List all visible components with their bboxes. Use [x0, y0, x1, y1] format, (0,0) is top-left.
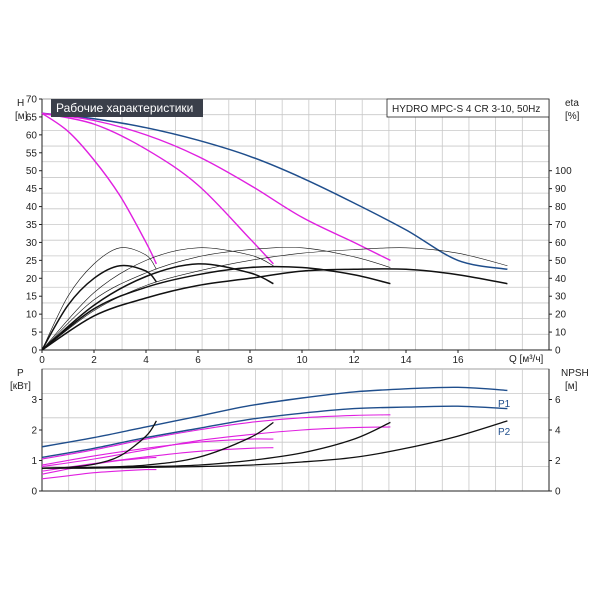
upper-ylabel-top: H [17, 98, 24, 109]
y2-tick-label: 50 [555, 256, 567, 267]
y2-tick-label: 10 [555, 328, 567, 339]
p1-curve [41, 386, 508, 448]
efficiency-curve [41, 247, 391, 351]
x-tick-label: 2 [91, 355, 97, 366]
y-tick-label: 5 [31, 328, 37, 339]
npsh-tick-label: 2 [555, 456, 561, 467]
efficiency-curve [41, 247, 274, 351]
y2-tick-label: 20 [555, 310, 567, 321]
upper-series [41, 112, 508, 351]
x-tick-label: 10 [296, 355, 308, 366]
lower-ylabel-top: P [17, 368, 24, 379]
x-tick-label: 14 [400, 355, 412, 366]
y-tick-label: 45 [26, 184, 38, 195]
npsh-tick-label: 0 [555, 487, 561, 498]
y2-tick-label: 80 [555, 202, 567, 213]
head-curve [41, 112, 391, 262]
npsh-curve [41, 421, 274, 469]
lower-series [41, 386, 508, 480]
y-tick-label: 70 [26, 95, 38, 106]
pump-label: HYDRO MPC-S 4 CR 3-10, 50Hz [392, 104, 540, 115]
efficiency-curve [41, 265, 391, 351]
npsh-tick-label: 6 [555, 395, 561, 406]
y2-tick-label: 30 [555, 292, 567, 303]
head-curve [41, 112, 274, 265]
y2-tick-label: 90 [555, 184, 567, 195]
tick-labels: 0 2 4 6 8 10 12 14 16051015202530354045505560657… [26, 95, 572, 498]
y2-tick-label: 70 [555, 220, 567, 231]
x-tick-label: 6 [195, 355, 201, 366]
y-tick-label: 60 [26, 130, 38, 141]
x-tick-label: 4 [143, 355, 149, 366]
p2-curve [41, 405, 508, 459]
lower-y2label-unit: [м] [565, 381, 578, 392]
y2-tick-label: 0 [555, 346, 561, 357]
upper-ylabel-unit: [м] [15, 111, 28, 122]
y-tick-label: 0 [31, 346, 37, 357]
y-tick-label: 55 [26, 148, 38, 159]
upper-y2label-unit: [%] [565, 111, 580, 122]
upper-grid [41, 98, 550, 351]
power-curve [41, 414, 391, 460]
efficiency-curve [41, 264, 157, 351]
chart-title-bg [51, 99, 203, 117]
power-curve [41, 447, 274, 472]
lower-y2label-top: NPSH [561, 368, 589, 379]
power-curve [41, 426, 391, 468]
y-tick-label: 20 [26, 274, 38, 285]
x-tick-label: 16 [452, 355, 464, 366]
power-tick-label: 1 [31, 456, 37, 467]
y-tick-label: 50 [26, 166, 38, 177]
y2-tick-label: 40 [555, 274, 567, 285]
power-tick-label: 0 [31, 487, 37, 498]
y-tick-label: 40 [26, 202, 38, 213]
p2-label: P2 [498, 427, 511, 438]
y-tick-label: 30 [26, 238, 38, 249]
p1-label: P1 [498, 399, 511, 410]
x-tick-label: 8 [247, 355, 253, 366]
x-tick-label: 0 [39, 355, 45, 366]
x-tick-label: 12 [348, 355, 360, 366]
y-tick-label: 25 [26, 256, 38, 267]
efficiency-curve [41, 247, 157, 351]
power-tick-label: 3 [31, 395, 37, 406]
efficiency-curve [41, 247, 508, 351]
head-curve-max [41, 112, 508, 271]
power-curve [41, 456, 157, 475]
head-curve [41, 112, 158, 265]
efficiency-curve [41, 263, 274, 351]
y-tick-label: 65 [26, 112, 38, 123]
upper-xlabel: Q [м³/ч] [509, 354, 544, 365]
efficiency-curve [41, 268, 508, 351]
power-curve [41, 468, 157, 480]
y2-tick-label: 100 [555, 166, 572, 177]
y2-tick-label: 60 [555, 238, 567, 249]
pump-label-box [386, 98, 550, 118]
npsh-curve [41, 420, 157, 469]
npsh-tick-label: 4 [555, 426, 561, 437]
y-tick-label: 35 [26, 220, 38, 231]
chart-title: Рабочие характеристики [56, 101, 193, 115]
upper-y2label-top: eta [565, 98, 579, 109]
npsh-curve [41, 420, 508, 469]
power-tick-label: 2 [31, 426, 37, 437]
power-curve [41, 438, 274, 466]
lower-ylabel-unit: [кВт] [10, 381, 31, 392]
y-tick-label: 15 [26, 292, 38, 303]
y-tick-label: 10 [26, 310, 38, 321]
